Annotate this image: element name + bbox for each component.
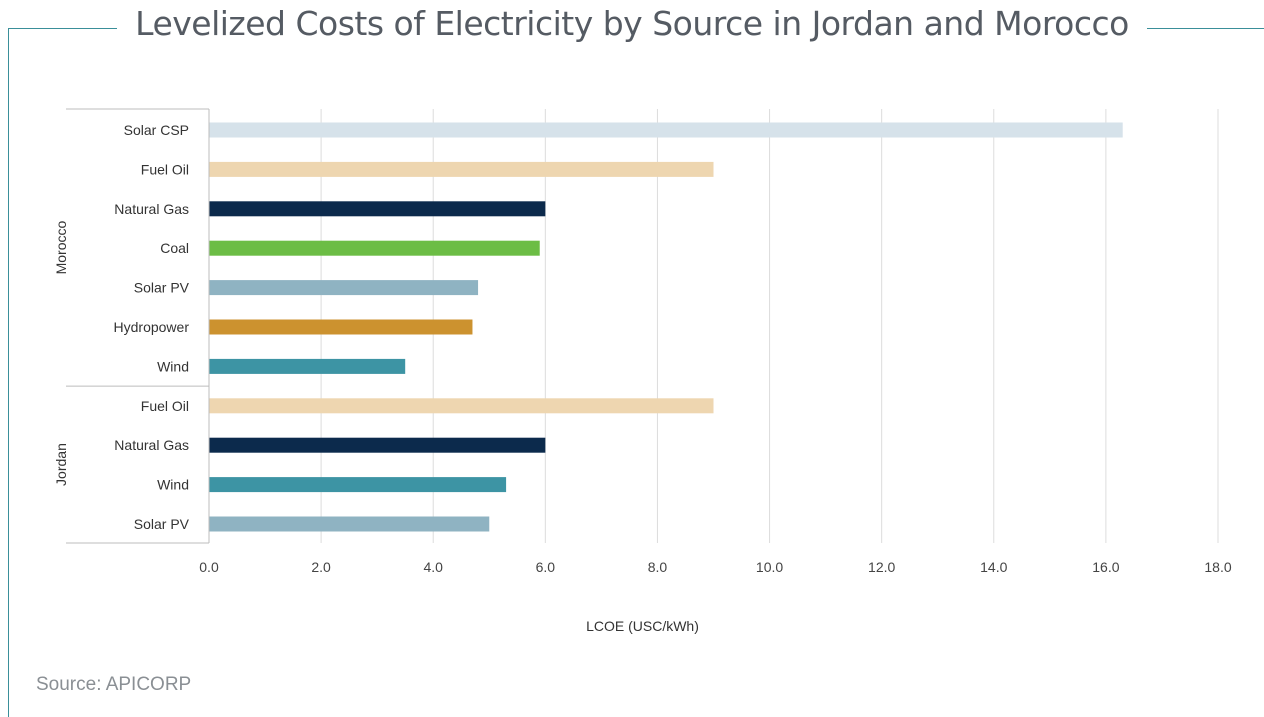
bar <box>209 319 473 335</box>
category-label: Solar PV <box>134 280 190 296</box>
bar <box>209 280 479 296</box>
x-tick-label: 6.0 <box>536 559 556 575</box>
x-tick-label: 8.0 <box>648 559 668 575</box>
category-label: Solar CSP <box>124 122 189 138</box>
x-tick-label: 18.0 <box>1204 559 1231 575</box>
chart-title: Levelized Costs of Electricity by Source… <box>117 4 1147 43</box>
category-label: Solar PV <box>134 516 190 532</box>
bar <box>209 477 507 493</box>
category-label: Wind <box>157 477 189 493</box>
bar <box>209 398 714 414</box>
category-label: Hydropower <box>114 319 190 335</box>
category-label: Wind <box>157 358 189 374</box>
category-label: Natural Gas <box>114 201 189 217</box>
x-tick-label: 10.0 <box>756 559 783 575</box>
x-tick-label: 12.0 <box>868 559 895 575</box>
chart-title-wrap: Levelized Costs of Electricity by Source… <box>0 4 1264 43</box>
category-label: Fuel Oil <box>141 161 189 177</box>
group-label: Jordan <box>53 443 69 486</box>
category-label: Coal <box>160 240 189 256</box>
x-axis-title: LCOE (USC/kWh) <box>586 618 699 634</box>
x-tick-label: 14.0 <box>980 559 1007 575</box>
bar <box>209 516 490 532</box>
frame-top-right-line <box>1142 28 1264 29</box>
group-label: Morocco <box>53 220 69 274</box>
bar <box>209 161 714 177</box>
category-label: Natural Gas <box>114 437 189 453</box>
bar <box>209 437 546 453</box>
x-tick-label: 16.0 <box>1092 559 1119 575</box>
frame-left-line <box>8 28 9 717</box>
x-tick-label: 0.0 <box>199 559 219 575</box>
bar <box>209 201 546 217</box>
frame-top-left-line <box>8 28 136 29</box>
category-label: Fuel Oil <box>141 398 189 414</box>
source-note: Source: APICORP <box>36 674 192 695</box>
x-tick-label: 2.0 <box>311 559 331 575</box>
bar <box>209 122 1123 138</box>
bar <box>209 240 540 256</box>
x-tick-label: 4.0 <box>423 559 443 575</box>
bar <box>209 358 406 374</box>
